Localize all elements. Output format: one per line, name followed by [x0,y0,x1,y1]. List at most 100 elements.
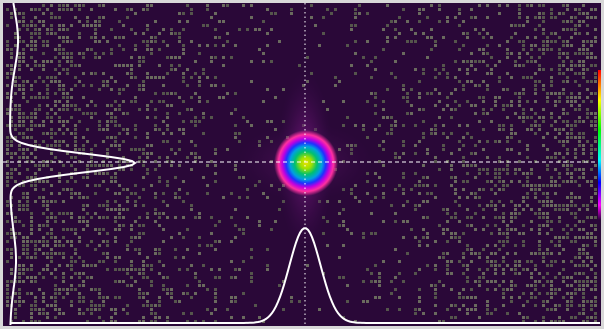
noise-pixel [438,8,441,11]
noise-pixel [242,116,245,119]
noise-pixel [50,272,53,275]
noise-pixel [374,104,377,107]
noise-pixel [574,156,577,159]
noise-pixel [562,228,565,231]
noise-pixel [578,312,581,315]
noise-pixel [462,136,465,139]
noise-pixel [534,296,537,299]
noise-pixel [234,276,237,279]
noise-pixel [454,192,457,195]
noise-pixel [142,176,145,179]
noise-pixel [430,28,433,31]
noise-pixel [122,36,125,39]
noise-pixel [18,68,21,71]
noise-pixel [402,8,405,11]
noise-pixel [166,180,169,183]
noise-pixel [538,200,541,203]
noise-pixel [450,132,453,135]
noise-pixel [30,176,33,179]
noise-pixel [6,212,9,215]
noise-pixel [246,28,249,31]
noise-pixel [354,12,357,15]
noise-pixel [546,248,549,251]
noise-pixel [250,276,253,279]
noise-pixel [570,68,573,71]
noise-pixel [542,212,545,215]
noise-pixel [578,176,581,179]
noise-pixel [214,172,217,175]
noise-pixel [66,100,69,103]
noise-pixel [130,224,133,227]
noise-pixel [510,128,513,131]
noise-pixel [118,168,121,171]
noise-pixel [466,172,469,175]
noise-pixel [586,16,589,19]
noise-pixel [466,124,469,127]
noise-pixel [426,92,429,95]
noise-pixel [514,208,517,211]
noise-pixel [110,28,113,31]
noise-pixel [466,80,469,83]
noise-pixel [426,244,429,247]
noise-pixel [502,304,505,307]
noise-pixel [14,80,17,83]
noise-pixel [394,212,397,215]
noise-pixel [74,288,77,291]
noise-pixel [18,84,21,87]
noise-pixel [426,16,429,19]
noise-pixel [538,12,541,15]
noise-pixel [98,260,101,263]
noise-pixel [90,116,93,119]
noise-pixel [558,220,561,223]
noise-pixel [42,4,45,7]
noise-pixel [30,220,33,223]
noise-pixel [542,120,545,123]
noise-pixel [94,228,97,231]
noise-pixel [206,288,209,291]
noise-pixel [6,248,9,251]
noise-pixel [578,96,581,99]
noise-pixel [454,16,457,19]
noise-pixel [590,304,593,307]
noise-pixel [182,132,185,135]
noise-pixel [470,224,473,227]
noise-pixel [70,116,73,119]
noise-pixel [558,100,561,103]
noise-pixel [110,104,113,107]
noise-pixel [110,120,113,123]
noise-pixel [14,136,17,139]
noise-pixel [54,48,57,51]
noise-pixel [430,128,433,131]
noise-pixel [570,132,573,135]
noise-pixel [194,216,197,219]
noise-pixel [62,132,65,135]
noise-pixel [198,52,201,55]
noise-pixel [230,56,233,59]
noise-pixel [558,204,561,207]
noise-pixel [70,196,73,199]
noise-pixel [470,308,473,311]
noise-pixel [50,160,53,163]
noise-pixel [422,312,425,315]
noise-pixel [558,320,561,323]
noise-pixel [42,24,45,27]
noise-pixel [222,44,225,47]
noise-pixel [518,204,521,207]
noise-pixel [350,24,353,27]
noise-pixel [578,92,581,95]
noise-pixel [146,156,149,159]
noise-pixel [46,264,49,267]
noise-pixel [90,8,93,11]
noise-pixel [554,156,557,159]
noise-pixel [22,248,25,251]
noise-pixel [42,68,45,71]
noise-pixel [30,152,33,155]
noise-pixel [502,292,505,295]
noise-pixel [574,236,577,239]
noise-pixel [70,96,73,99]
noise-pixel [214,76,217,79]
noise-pixel [90,240,93,243]
noise-pixel [434,160,437,163]
noise-pixel [474,176,477,179]
noise-pixel [158,272,161,275]
